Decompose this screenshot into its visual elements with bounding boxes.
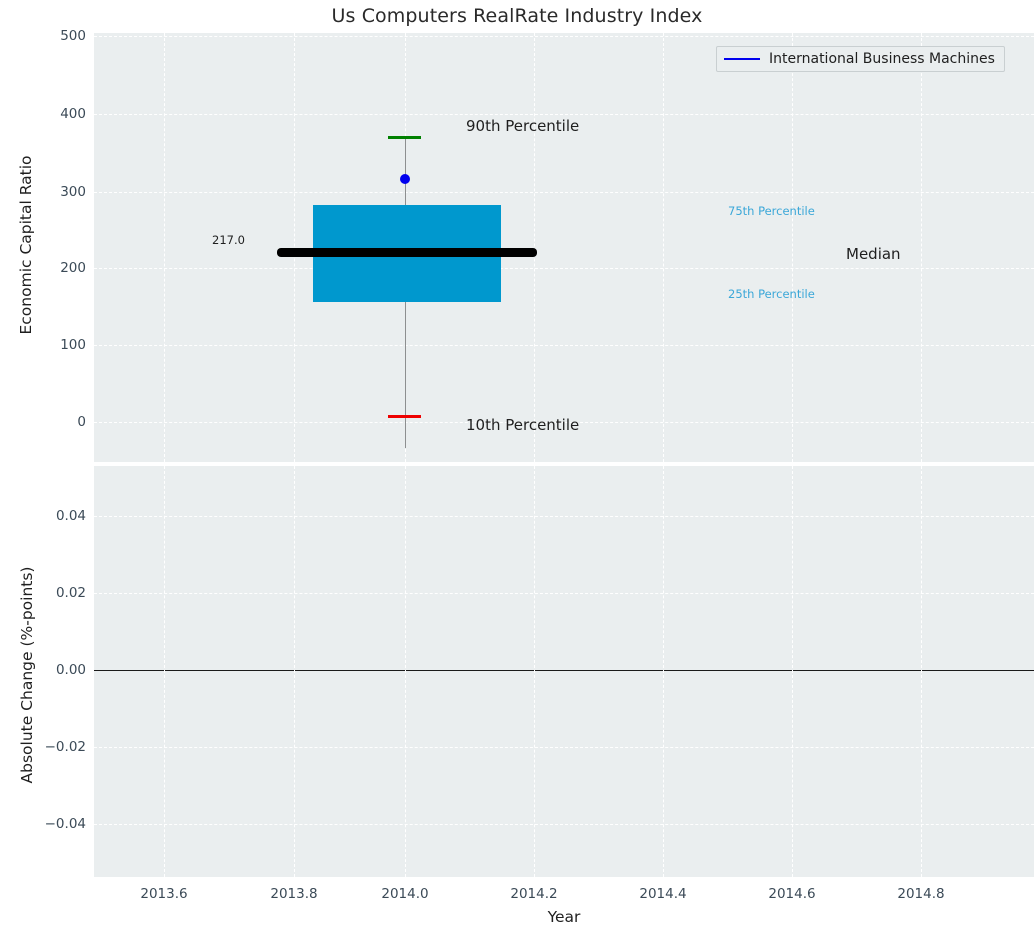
gridline-bottom-x-2014-2 bbox=[534, 466, 535, 877]
x-axis-label: Year bbox=[547, 908, 581, 926]
gridline-x-2014-2 bbox=[534, 33, 535, 462]
ytick-top-0: 0 bbox=[77, 414, 86, 430]
legend-entry-label: International Business Machines bbox=[769, 51, 995, 67]
ytick-top-200: 200 bbox=[60, 260, 86, 276]
top-plot-area: 217.0 90th Percentile 75th Percentile Me… bbox=[94, 33, 1034, 462]
gridline-x-2014-8 bbox=[921, 33, 922, 462]
gridline-top-300 bbox=[94, 192, 1034, 193]
annotation-90th-percentile: 90th Percentile bbox=[466, 117, 580, 135]
zero-reference-line bbox=[94, 670, 1034, 671]
median-bar bbox=[277, 248, 537, 257]
gridline-bottom-x-2014-6 bbox=[792, 466, 793, 877]
gridline-bottom-x-2014-8 bbox=[921, 466, 922, 877]
company-data-point[interactable] bbox=[400, 174, 410, 184]
gridline-top-100 bbox=[94, 345, 1034, 346]
bottom-plot-area bbox=[94, 466, 1034, 877]
gridline-top-400 bbox=[94, 114, 1034, 115]
gridline-top-200 bbox=[94, 268, 1034, 269]
y-axis-label-bottom: Absolute Change (%-points) bbox=[18, 566, 36, 784]
annotation-median: Median bbox=[846, 245, 901, 263]
ytick-top-300: 300 bbox=[60, 184, 86, 200]
xtick-2014-0: 2014.0 bbox=[381, 886, 429, 902]
ytick-top-400: 400 bbox=[60, 106, 86, 122]
gridline-bottom-neg-0-02 bbox=[94, 747, 1034, 748]
ytick-bottom-neg-0-02: −0.02 bbox=[44, 739, 86, 755]
gridline-bottom-x-2013-8 bbox=[294, 466, 295, 877]
xtick-2014-4: 2014.4 bbox=[639, 886, 687, 902]
xtick-2013-8: 2013.8 bbox=[270, 886, 318, 902]
annotation-75th-percentile: 75th Percentile bbox=[728, 204, 815, 218]
gridline-top-500 bbox=[94, 36, 1034, 37]
ytick-bottom-neg-0-04: −0.04 bbox=[44, 816, 86, 832]
ytick-top-500: 500 bbox=[60, 28, 86, 44]
y-axis-label-top: Economic Capital Ratio bbox=[17, 155, 35, 335]
annotation-25th-percentile: 25th Percentile bbox=[728, 287, 815, 301]
chart-legend[interactable]: International Business Machines bbox=[716, 46, 1005, 72]
whisker-cap-10th bbox=[388, 415, 421, 418]
gridline-bottom-0-04 bbox=[94, 516, 1034, 517]
gridline-x-2014-4 bbox=[663, 33, 664, 462]
legend-line-swatch-icon bbox=[724, 58, 760, 60]
gridline-x-2014-6 bbox=[792, 33, 793, 462]
xtick-2014-2: 2014.2 bbox=[510, 886, 558, 902]
whisker-cap-90th bbox=[388, 136, 421, 139]
xtick-2014-6: 2014.6 bbox=[768, 886, 816, 902]
gridline-bottom-0-02 bbox=[94, 593, 1034, 594]
gridline-top-0 bbox=[94, 422, 1034, 423]
xtick-2014-8: 2014.8 bbox=[897, 886, 945, 902]
gridline-x-2013-8 bbox=[294, 33, 295, 462]
ytick-top-100: 100 bbox=[60, 337, 86, 353]
ytick-bottom-0-02: 0.02 bbox=[55, 585, 86, 601]
median-value-label: 217.0 bbox=[212, 233, 245, 247]
annotation-10th-percentile: 10th Percentile bbox=[466, 416, 580, 434]
xtick-2013-6: 2013.6 bbox=[140, 886, 188, 902]
gridline-x-2013-6 bbox=[164, 33, 165, 462]
gridline-bottom-x-2014-0 bbox=[405, 466, 406, 877]
ytick-bottom-0-04: 0.04 bbox=[55, 508, 86, 524]
chart-title: Us Computers RealRate Industry Index bbox=[331, 5, 703, 27]
gridline-bottom-neg-0-04 bbox=[94, 824, 1034, 825]
ytick-bottom-0-00: 0.00 bbox=[55, 662, 86, 678]
gridline-bottom-x-2014-4 bbox=[663, 466, 664, 877]
gridline-bottom-x-2013-6 bbox=[164, 466, 165, 877]
